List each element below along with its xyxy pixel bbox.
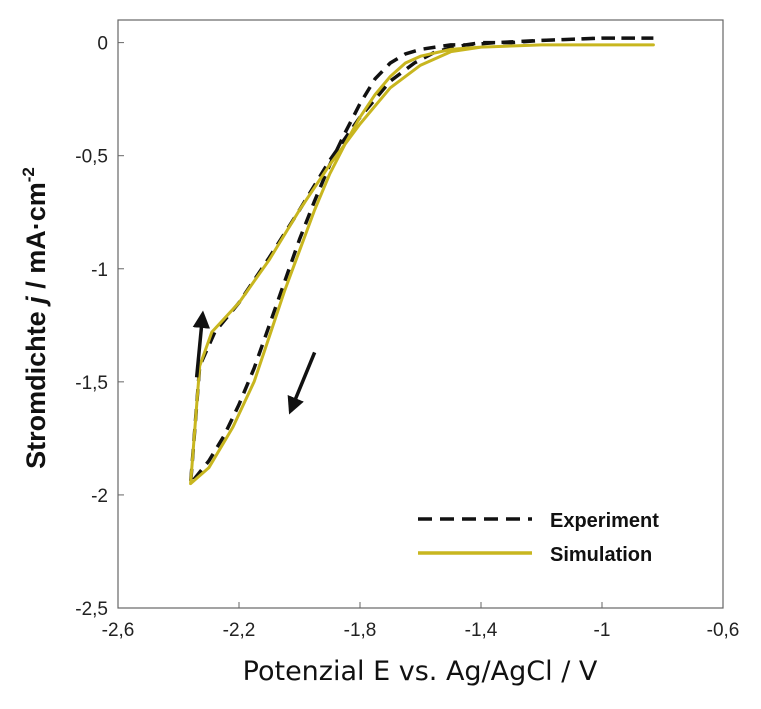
legend-label-simulation: Simulation <box>550 544 652 566</box>
annotation-arrows <box>192 310 317 415</box>
y-axis-label-unit: / mA·cm <box>21 182 51 296</box>
plot-frame <box>117 19 724 609</box>
y-axis-label-superscript: -2 <box>19 167 38 182</box>
y-axis-ticks: 0 -0,5 -1 -1,5 -2 -2,5 <box>75 34 124 620</box>
y-tick-label: -2,5 <box>75 599 108 620</box>
arrow-down-left <box>287 351 317 415</box>
legend-label-experiment: Experiment <box>550 510 659 532</box>
y-tick-label: -1 <box>91 260 108 281</box>
y-tick-label: -1,5 <box>75 373 108 394</box>
y-tick-label: 0 <box>97 34 108 55</box>
arrow-up <box>192 310 211 378</box>
x-tick-label: -1,8 <box>344 620 377 641</box>
y-tick-label: -0,5 <box>75 147 108 168</box>
y-tick-label: -2 <box>91 486 108 507</box>
x-tick-label: -1 <box>594 620 611 641</box>
x-tick-label: -0,6 <box>707 620 740 641</box>
series-layer <box>188 36 655 486</box>
series-line-simulation <box>189 43 655 486</box>
legend: Experiment Simulation <box>418 510 659 566</box>
x-axis-ticks: -2,6 -2,2 -1,8 -1,4 -1 -0,6 <box>102 602 740 641</box>
x-tick-label: -2,2 <box>223 620 256 641</box>
x-axis-label: Potenzial E vs. Ag/AgCl / V <box>243 656 598 687</box>
y-axis-label-prefix: Stromdichte <box>21 304 51 469</box>
series-line-experiment <box>188 36 654 486</box>
x-tick-label: -1,4 <box>465 620 498 641</box>
x-tick-label: -2,6 <box>102 620 135 641</box>
y-axis-label: Stromdichte j / mA·cm-2 <box>19 167 51 469</box>
y-axis-label-italic: j <box>21 296 51 307</box>
